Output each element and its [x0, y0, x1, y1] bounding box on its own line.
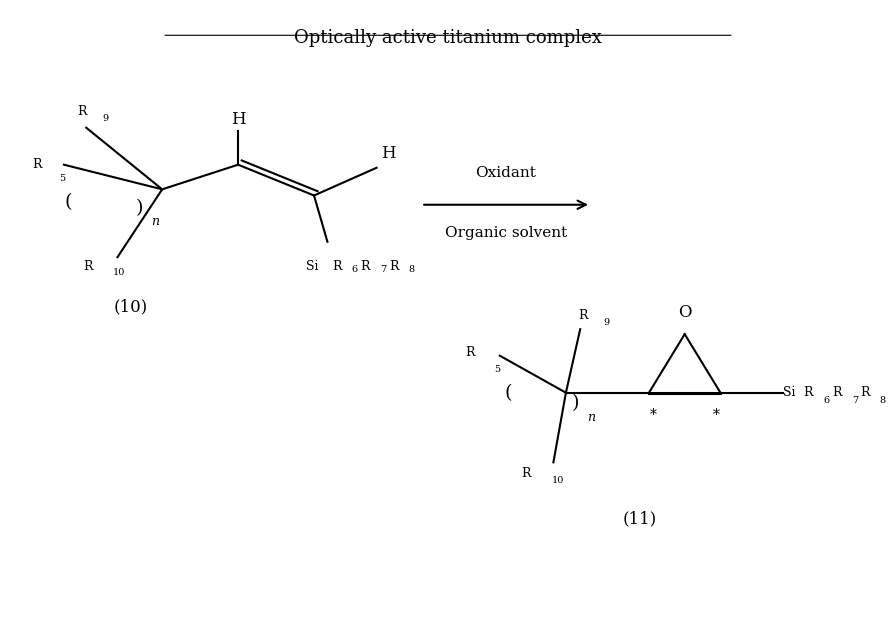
Text: R: R	[521, 467, 531, 480]
Text: R: R	[389, 260, 399, 273]
Text: 10: 10	[113, 268, 125, 277]
Text: (: (	[65, 193, 73, 210]
Text: R: R	[32, 158, 41, 171]
Text: Oxidant: Oxidant	[476, 166, 537, 180]
Text: n: n	[588, 411, 595, 424]
Text: Optically active titanium complex: Optically active titanium complex	[294, 29, 602, 47]
Text: H: H	[231, 111, 246, 128]
Text: 8: 8	[409, 265, 415, 274]
Text: (11): (11)	[623, 511, 657, 527]
Text: R: R	[332, 260, 341, 273]
Text: R: R	[77, 105, 87, 118]
Text: (: (	[505, 384, 513, 402]
Text: *: *	[712, 408, 719, 422]
Text: H: H	[381, 145, 396, 162]
Text: R: R	[465, 346, 475, 359]
Text: n: n	[151, 215, 159, 228]
Text: Si: Si	[306, 260, 318, 273]
Text: 7: 7	[380, 265, 386, 274]
Text: O: O	[678, 303, 692, 321]
Text: 8: 8	[880, 396, 885, 405]
Text: R: R	[804, 386, 813, 399]
Text: Organic solvent: Organic solvent	[445, 227, 567, 240]
Text: 6: 6	[823, 396, 830, 405]
Text: ): )	[572, 394, 580, 412]
Text: 7: 7	[852, 396, 858, 405]
Text: R: R	[832, 386, 841, 399]
Text: 9: 9	[603, 318, 609, 327]
Text: 5: 5	[495, 365, 501, 374]
Text: R: R	[360, 260, 370, 273]
Text: 5: 5	[59, 174, 65, 183]
Text: ): )	[136, 199, 143, 217]
Text: Si: Si	[783, 386, 796, 399]
Text: 9: 9	[102, 115, 108, 123]
Text: R: R	[83, 260, 92, 273]
Text: 10: 10	[552, 476, 564, 485]
Text: 6: 6	[351, 265, 358, 274]
Text: *: *	[650, 408, 657, 422]
Text: R: R	[861, 386, 870, 399]
Text: (10): (10)	[114, 298, 148, 315]
Text: R: R	[578, 309, 588, 322]
